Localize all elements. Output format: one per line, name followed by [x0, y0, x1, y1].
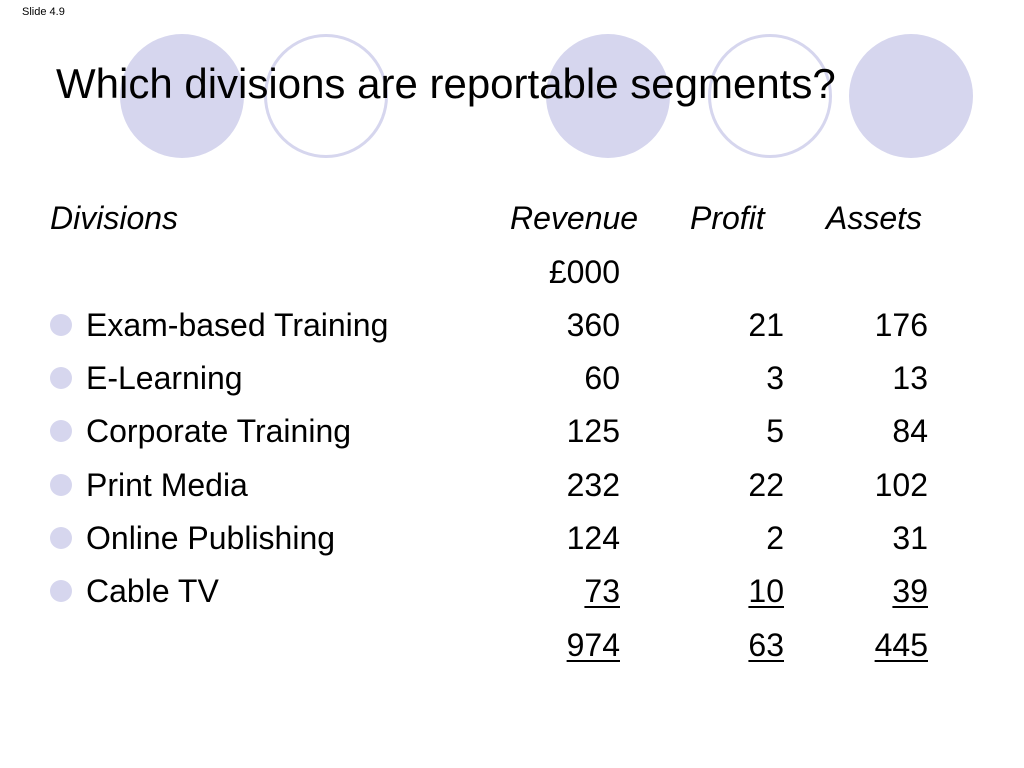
bullet-icon	[50, 314, 72, 336]
decorative-circle	[849, 34, 973, 158]
division-name: Exam-based Training	[86, 307, 389, 343]
assets-value: 176	[874, 307, 928, 343]
divisions-header: Divisions	[50, 200, 179, 236]
slide-number: Slide 4.9	[22, 6, 65, 18]
bullet-icon	[50, 420, 72, 443]
assets-header: Assets	[826, 200, 923, 236]
profit-value: 5	[766, 413, 784, 450]
decorative-ring	[708, 34, 832, 158]
decorative-ring	[264, 34, 388, 158]
revenue-value: 73	[584, 573, 620, 609]
total-assets: 445	[874, 627, 928, 663]
assets-value: 39	[892, 573, 928, 609]
revenue-value: 60	[584, 360, 620, 397]
decorative-circle	[120, 34, 244, 158]
revenue-value: 125	[566, 413, 620, 450]
profit-value: 21	[748, 307, 784, 343]
revenue-value: 124	[566, 519, 620, 556]
slide-title: Which divisions are reportable segments?	[56, 60, 836, 107]
division-name: Online Publishing	[86, 519, 336, 556]
profit-value: 2	[766, 519, 784, 556]
division-name: E-Learning	[86, 360, 243, 397]
revenue-header: Revenue	[510, 200, 639, 236]
decorative-circle	[546, 34, 670, 158]
profit-value: 10	[748, 573, 784, 609]
assets-value: 31	[892, 519, 928, 556]
profit-header: Profit	[690, 200, 765, 236]
assets-value: 84	[892, 413, 928, 450]
profit-value: 3	[766, 360, 784, 397]
bullet-icon	[50, 580, 72, 602]
revenue-value: 232	[566, 466, 620, 503]
revenue-unit: £000	[548, 254, 620, 290]
assets-value: 102	[874, 466, 928, 503]
bullet-icon	[50, 367, 72, 390]
division-name: Corporate Training	[86, 413, 352, 450]
profit-value: 22	[748, 466, 784, 503]
division-name: Print Media	[86, 466, 248, 503]
revenue-value: 360	[566, 307, 620, 343]
total-profit: 63	[748, 627, 784, 663]
total-revenue: 974	[566, 627, 620, 663]
bullet-icon	[50, 526, 72, 549]
assets-value: 13	[892, 360, 928, 397]
division-name: Cable TV	[86, 573, 219, 609]
bullet-icon	[50, 473, 72, 496]
